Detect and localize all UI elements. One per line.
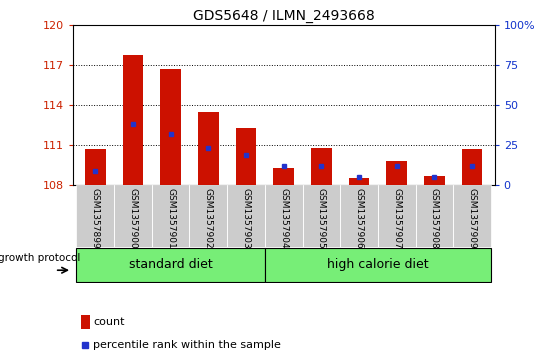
Text: count: count <box>93 317 125 327</box>
Bar <box>273 168 294 185</box>
Bar <box>236 128 257 185</box>
Bar <box>152 185 190 247</box>
Title: GDS5648 / ILMN_2493668: GDS5648 / ILMN_2493668 <box>193 9 375 23</box>
Bar <box>386 161 407 185</box>
Bar <box>311 148 331 185</box>
Bar <box>81 315 89 329</box>
Text: GSM1357906: GSM1357906 <box>354 188 363 249</box>
Text: GSM1357905: GSM1357905 <box>317 188 326 249</box>
Bar <box>190 185 227 247</box>
Text: standard diet: standard diet <box>129 258 212 272</box>
Text: GSM1357903: GSM1357903 <box>241 188 250 249</box>
Bar <box>265 248 491 282</box>
Text: GSM1357899: GSM1357899 <box>91 188 100 249</box>
Bar <box>424 176 445 185</box>
Bar <box>85 149 106 185</box>
Bar <box>114 185 152 247</box>
Bar <box>462 149 482 185</box>
Text: GSM1357900: GSM1357900 <box>129 188 138 249</box>
Text: growth protocol: growth protocol <box>0 253 80 264</box>
Text: GSM1357904: GSM1357904 <box>279 188 288 249</box>
Bar <box>265 185 302 247</box>
Text: percentile rank within the sample: percentile rank within the sample <box>93 340 281 350</box>
Bar <box>77 248 265 282</box>
Text: GSM1357902: GSM1357902 <box>204 188 213 249</box>
Bar <box>415 185 453 247</box>
Text: GSM1357909: GSM1357909 <box>468 188 477 249</box>
Bar <box>340 185 378 247</box>
Bar <box>160 69 181 185</box>
Text: high calorie diet: high calorie diet <box>327 258 429 272</box>
Bar <box>453 185 491 247</box>
Bar <box>77 185 114 247</box>
Bar <box>122 55 143 185</box>
Bar <box>198 112 219 185</box>
Text: GSM1357901: GSM1357901 <box>166 188 175 249</box>
Bar <box>349 179 369 185</box>
Text: GSM1357908: GSM1357908 <box>430 188 439 249</box>
Bar <box>227 185 265 247</box>
Bar <box>302 185 340 247</box>
Text: GSM1357907: GSM1357907 <box>392 188 401 249</box>
Bar <box>378 185 415 247</box>
